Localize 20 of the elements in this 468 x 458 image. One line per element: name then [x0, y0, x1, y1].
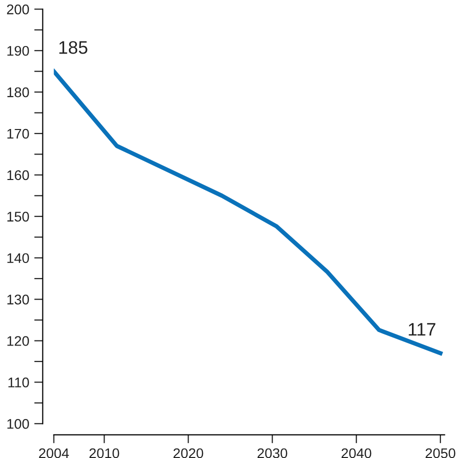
x-tick-label: 2030	[258, 448, 288, 458]
y-tick-label: 150	[7, 212, 29, 222]
x-tick-label: 2020	[174, 448, 204, 458]
y-tick-label: 110	[8, 378, 29, 388]
x-tick-label: 2050	[426, 448, 456, 458]
y-tick-label: 120	[7, 336, 29, 346]
x-tick-label: 2040	[342, 448, 372, 458]
y-tick-label: 190	[7, 46, 29, 56]
y-tick-label: 160	[7, 170, 29, 180]
line-series	[54, 69, 442, 356]
x-tick-label: 2010	[89, 448, 120, 458]
y-tick-label: 130	[7, 294, 29, 304]
y-tick-label: 200	[7, 4, 29, 14]
y-tick-label: 170	[7, 128, 29, 139]
y-tick-label: 180	[7, 87, 29, 98]
annotation: 185	[59, 41, 88, 54]
annotation: 117	[408, 323, 436, 336]
x-tick-label: 2004	[39, 448, 69, 458]
y-tick-label: 100	[7, 418, 29, 429]
y-tick-label: 140	[7, 253, 29, 264]
